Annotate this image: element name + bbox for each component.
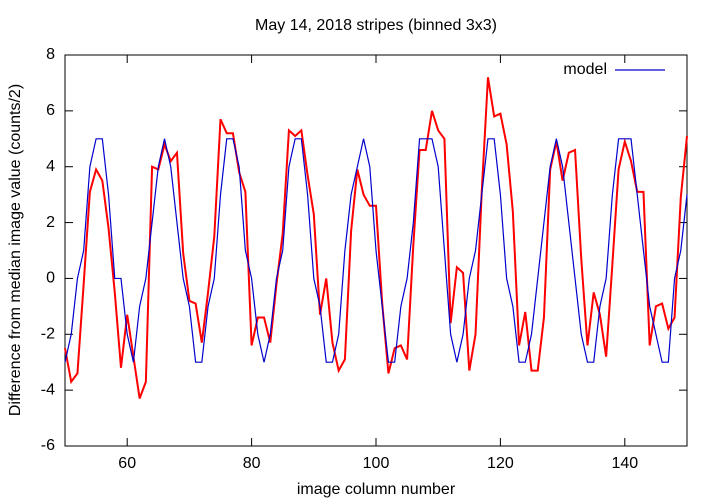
y-tick-label: -2 — [41, 326, 55, 343]
x-tick-label: 140 — [611, 455, 638, 472]
legend-label: model — [563, 61, 607, 78]
y-axis-label: Difference from median image value (coun… — [7, 84, 24, 416]
y-tick-label: 0 — [46, 270, 55, 287]
x-tick-label: 80 — [243, 455, 261, 472]
y-tick-label: 8 — [46, 46, 55, 63]
y-tick-label: 4 — [46, 158, 55, 175]
y-tick-label: -6 — [41, 437, 55, 454]
data-line — [64, 77, 688, 399]
x-tick-label: 100 — [363, 455, 390, 472]
y-tick-label: -4 — [41, 381, 55, 398]
x-tick-label: 120 — [487, 455, 514, 472]
x-tick-label: 60 — [118, 455, 136, 472]
x-axis-label: image column number — [297, 481, 456, 498]
y-tick-label: 2 — [46, 214, 55, 231]
data-line — [64, 138, 688, 363]
y-tick-label: 6 — [46, 102, 55, 119]
chart-title: May 14, 2018 stripes (binned 3x3) — [255, 17, 497, 34]
